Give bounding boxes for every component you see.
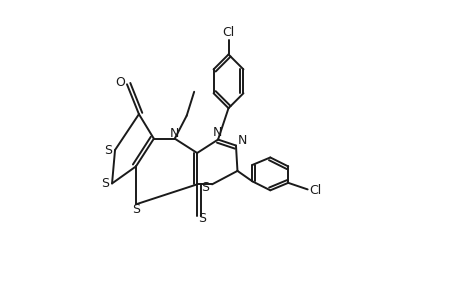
Text: Cl: Cl: [222, 26, 234, 39]
Text: S: S: [201, 181, 209, 194]
Text: Cl: Cl: [308, 184, 320, 197]
Text: N: N: [237, 134, 246, 147]
Text: N: N: [212, 127, 221, 140]
Text: S: S: [198, 212, 206, 225]
Text: S: S: [132, 203, 140, 216]
Text: S: S: [101, 177, 109, 190]
Text: N: N: [170, 127, 179, 140]
Text: O: O: [115, 76, 125, 89]
Text: S: S: [104, 143, 112, 157]
